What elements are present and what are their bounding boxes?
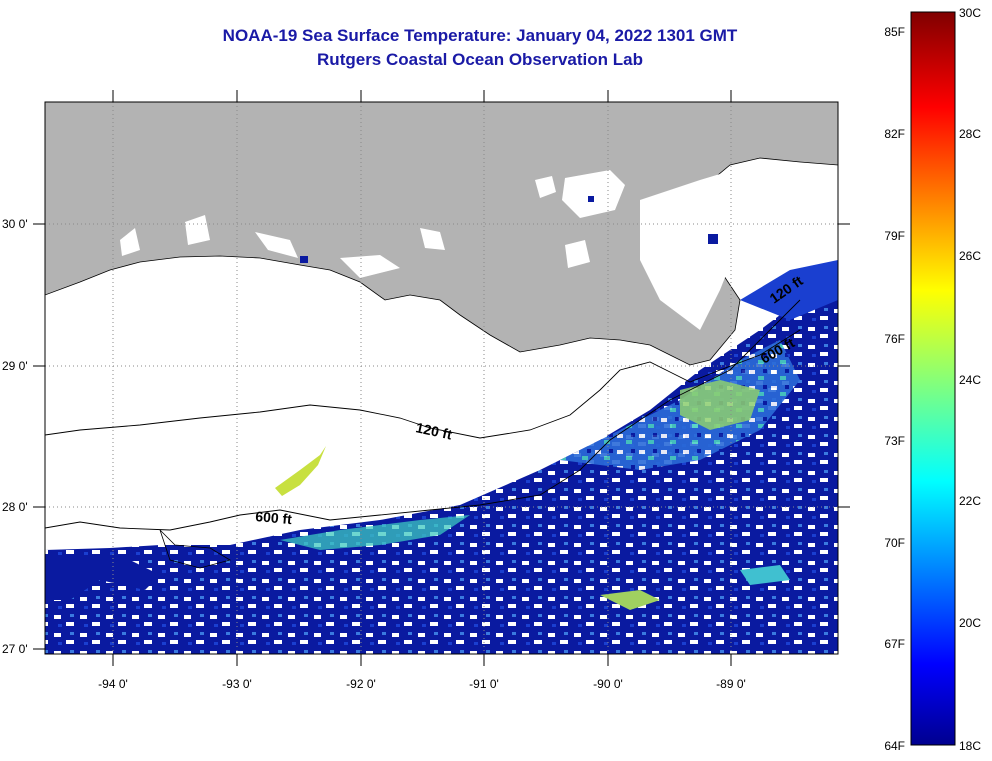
colorbar-fahrenheit-label: 67F: [884, 637, 905, 651]
lon-label: -90 0': [593, 677, 623, 691]
contour-label-120ft: 120 ft: [414, 419, 453, 442]
lon-label: -91 0': [469, 677, 499, 691]
colorbar-celsius-label: 24C: [959, 373, 981, 387]
contour-120ft: [45, 329, 801, 439]
map-title: NOAA-19 Sea Surface Temperature: January…: [222, 26, 738, 45]
map-frame: [44, 101, 839, 655]
contour-600ft: [45, 299, 801, 531]
lat-label: 30 0': [2, 217, 28, 231]
graticule: [45, 102, 838, 654]
colorbar-fahrenheit-label: 79F: [884, 229, 905, 243]
lon-label: -89 0': [716, 677, 746, 691]
colorbar-fahrenheit-label: 76F: [884, 332, 905, 346]
axis-ticks: [33, 90, 850, 666]
temperature-colorbar: [910, 11, 956, 746]
colorbar-fahrenheit-label: 82F: [884, 127, 905, 141]
lat-label: 27 0': [2, 642, 28, 656]
lon-label: -92 0': [346, 677, 376, 691]
colorbar-fahrenheit-label: 64F: [884, 739, 905, 753]
colorbar-celsius-label: 22C: [959, 494, 981, 508]
lon-label: -93 0': [222, 677, 252, 691]
sst-field: [45, 270, 838, 654]
contour-label-600ft: 600 ft: [255, 508, 293, 527]
colorbar-celsius-label: 26C: [959, 249, 981, 263]
colorbar-fahrenheit-label: 73F: [884, 434, 905, 448]
colorbar-celsius-label: 28C: [959, 127, 981, 141]
lat-label: 28 0': [2, 500, 28, 514]
colorbar-celsius-label: 20C: [959, 616, 981, 630]
colorbar-fahrenheit-label: 70F: [884, 536, 905, 550]
colorbar-celsius-label: 18C: [959, 739, 981, 753]
lat-label: 29 0': [2, 359, 28, 373]
map-subtitle: Rutgers Coastal Ocean Observation Lab: [317, 50, 643, 69]
colorbar-celsius-label: 30C: [959, 6, 981, 20]
lon-label: -94 0': [98, 677, 128, 691]
colorbar-fahrenheit-label: 85F: [884, 25, 905, 39]
map-plot-area: 120 ft 600 ft 600 ft 120 ft: [45, 102, 838, 654]
